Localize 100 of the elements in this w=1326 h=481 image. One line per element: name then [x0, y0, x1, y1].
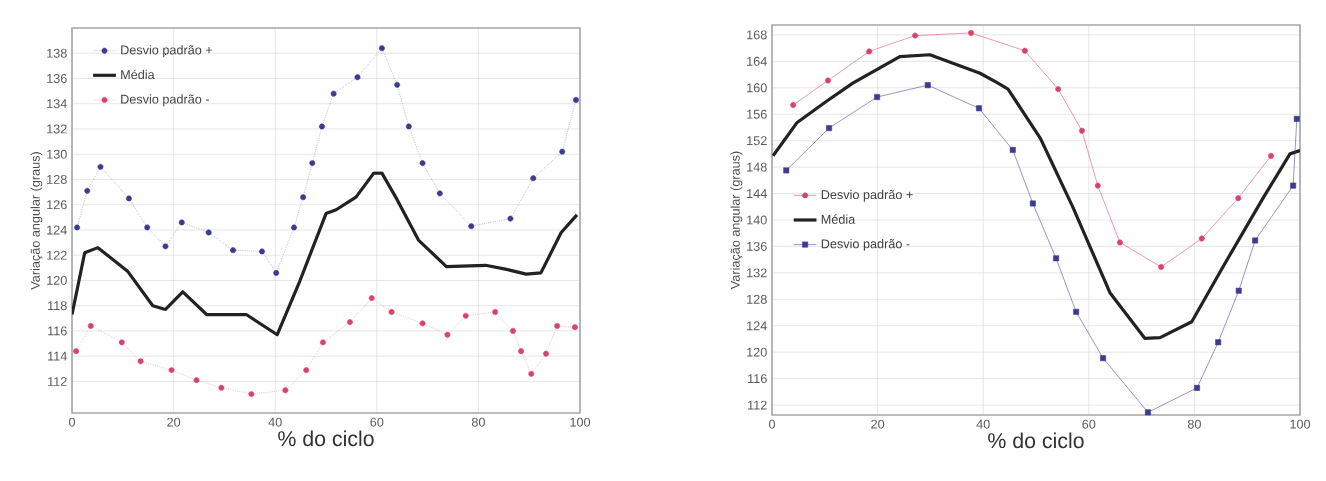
point: [419, 320, 426, 327]
point: [319, 123, 325, 130]
point: [1293, 115, 1300, 122]
point: [1021, 47, 1028, 54]
point: [573, 97, 579, 103]
x-tick-label: 60: [370, 417, 384, 427]
point: [309, 160, 316, 166]
point: [291, 224, 297, 231]
y-tick-label: 112: [48, 377, 67, 386]
y-tick-label: 164: [747, 56, 767, 66]
point: [912, 32, 919, 39]
point: [419, 160, 426, 166]
point: [1009, 146, 1016, 153]
line-series: [772, 53, 1300, 340]
y-tick-label: 120: [47, 275, 67, 285]
legend-label: Média: [821, 214, 856, 224]
point: [462, 312, 469, 319]
point: [510, 328, 516, 334]
point: [507, 215, 514, 222]
point: [97, 163, 104, 170]
y-tick-label: 168: [747, 30, 767, 40]
point: [1117, 239, 1123, 246]
x-tick-label: 80: [471, 417, 485, 427]
y-tick-label: 128: [47, 174, 67, 184]
y-tick-label: 122: [47, 250, 67, 260]
point: [1053, 255, 1059, 262]
point: [528, 370, 535, 377]
point: [1100, 355, 1106, 362]
point: [543, 350, 549, 357]
y-tick-label: 132: [47, 124, 67, 134]
point: [790, 102, 797, 108]
y-tick-label: 116: [748, 374, 767, 384]
point: [571, 324, 578, 331]
point: [259, 248, 265, 255]
point: [1290, 182, 1297, 189]
y-tick-label: 156: [747, 109, 767, 119]
point: [518, 348, 525, 355]
point: [87, 322, 94, 329]
point: [874, 94, 881, 100]
y-tick-label: 124: [747, 321, 767, 331]
y-tick-label: 136: [47, 74, 67, 83]
y-tick-label: 118: [48, 301, 67, 311]
y-axis-title: Variação angular (graus): [30, 152, 43, 290]
y-tick-label: 148: [747, 162, 767, 172]
y-tick-label: 116: [48, 326, 67, 336]
y-tick-label: 136: [747, 241, 767, 251]
point: [924, 82, 931, 89]
x-tick-label: 20: [871, 419, 885, 429]
x-tick-label: 80: [1187, 419, 1201, 429]
x-tick-label: 60: [1082, 419, 1096, 429]
x-tick-label: 100: [1290, 419, 1311, 429]
y-tick-label: 160: [747, 83, 767, 93]
point: [866, 48, 873, 55]
y-tick-label: 112: [748, 400, 767, 410]
point: [144, 224, 151, 231]
y-axis-title: Variação angular (graus): [730, 151, 743, 290]
point: [137, 358, 144, 365]
point: [300, 194, 307, 201]
legend-label: Desvio padrão +: [821, 189, 913, 202]
point: [554, 322, 561, 329]
point: [118, 339, 125, 346]
point: [826, 125, 832, 132]
point: [1252, 237, 1259, 244]
point: [320, 339, 326, 346]
point: [378, 45, 385, 52]
y-tick-label: 124: [47, 225, 67, 235]
point: [968, 29, 974, 36]
point: [783, 167, 790, 174]
y-tick-label: 152: [747, 136, 767, 146]
point: [74, 224, 81, 231]
x-tick-label: 0: [69, 417, 76, 427]
x-tick-label: 20: [167, 417, 181, 427]
point: [205, 229, 212, 236]
point: [1094, 182, 1101, 189]
y-tick-label: 134: [47, 99, 67, 109]
y-tick-label: 138: [47, 48, 67, 58]
x-tick-label: 100: [570, 417, 591, 427]
point: [492, 309, 499, 315]
y-tick-label: 140: [747, 215, 767, 225]
legend-label: Média: [121, 69, 155, 80]
point: [1158, 263, 1165, 270]
point: [1079, 127, 1085, 134]
point: [346, 319, 353, 326]
point: [162, 243, 169, 250]
point: [125, 195, 132, 202]
y-tick-label: 128: [747, 294, 767, 304]
legend-label: Desvio padrão -: [121, 94, 209, 107]
point: [1235, 287, 1242, 294]
point: [1235, 195, 1242, 202]
point: [468, 223, 475, 230]
point: [178, 219, 185, 226]
point: [1268, 152, 1274, 159]
point: [368, 295, 375, 302]
point: [218, 384, 225, 391]
y-tick-label: 126: [47, 200, 67, 210]
point: [559, 148, 566, 155]
point: [1073, 308, 1080, 315]
point: [436, 190, 443, 197]
point: [1215, 339, 1222, 346]
point: [354, 74, 361, 81]
